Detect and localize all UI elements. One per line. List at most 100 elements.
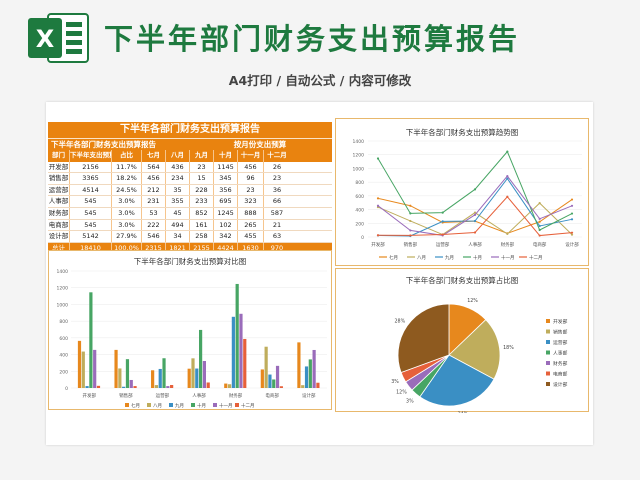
legend-swatch bbox=[546, 319, 550, 323]
table-cell[interactable]: 11.7% bbox=[112, 161, 142, 173]
table-cell[interactable]: 4424 bbox=[214, 242, 238, 255]
legend-swatch bbox=[546, 350, 550, 355]
table-cell[interactable]: 228 bbox=[190, 184, 214, 196]
y-tick-label: 0 bbox=[361, 235, 364, 241]
table-cell[interactable]: 545 bbox=[70, 219, 112, 231]
table-cell[interactable]: 1630 bbox=[238, 242, 264, 255]
table-cell[interactable]: 345 bbox=[214, 173, 238, 184]
table-cell[interactable]: 九月 bbox=[190, 150, 214, 162]
table-cell[interactable]: 设计部 bbox=[48, 231, 70, 242]
table-cell[interactable]: 2155 bbox=[190, 242, 214, 255]
table-cell[interactable]: 852 bbox=[190, 207, 214, 219]
table-cell[interactable]: 3.0% bbox=[112, 196, 142, 207]
table-cell[interactable]: 下半年支出预算 bbox=[70, 150, 112, 162]
table-cell[interactable]: 102 bbox=[214, 219, 238, 231]
table-cell[interactable]: 23 bbox=[238, 184, 264, 196]
table-cell[interactable]: 100.0% bbox=[112, 242, 142, 255]
page-title: 下半年部门财务支出预算报告 bbox=[104, 22, 521, 56]
table-total-row: 总计 18410 100.0% 2315 1821 2155 4424 1630 970 bbox=[48, 242, 332, 255]
table-cell[interactable]: 电商部 bbox=[48, 219, 70, 231]
table-cell[interactable]: 161 bbox=[190, 219, 214, 231]
table-cell[interactable]: 18410 bbox=[70, 242, 112, 255]
table-body: 部门 下半年支出预算 占比 七月 八月 九月 十月 十一月 十二月开发部 2156 11.7% 564… bbox=[48, 150, 332, 255]
table-cell[interactable]: 24.5% bbox=[112, 184, 142, 196]
line-point bbox=[409, 229, 412, 232]
table-cell[interactable]: 96 bbox=[238, 173, 264, 184]
table-cell[interactable]: 45 bbox=[166, 207, 190, 219]
table-cell[interactable]: 53 bbox=[142, 207, 166, 219]
table-cell[interactable]: 15 bbox=[190, 173, 214, 184]
table-cell[interactable]: 545 bbox=[70, 207, 112, 219]
table-cell[interactable]: 436 bbox=[166, 161, 190, 173]
table-cell[interactable]: 3.0% bbox=[112, 207, 142, 219]
table-cell[interactable]: 258 bbox=[190, 231, 214, 242]
table-cell[interactable]: 587 bbox=[270, 208, 284, 217]
bar bbox=[312, 349, 316, 388]
table-cell[interactable]: 355 bbox=[166, 196, 190, 207]
line-point bbox=[506, 175, 509, 178]
table-cell[interactable]: 3365 bbox=[70, 173, 112, 184]
table-cell[interactable]: 212 bbox=[142, 184, 166, 196]
table-cell[interactable]: 21 bbox=[272, 220, 282, 229]
table-cell[interactable]: 546 bbox=[142, 231, 166, 242]
table-cell[interactable]: 1245 bbox=[214, 207, 238, 219]
table-cell[interactable]: 545 bbox=[70, 196, 112, 207]
table-cell[interactable]: 234 bbox=[166, 173, 190, 184]
bar bbox=[239, 313, 243, 388]
table-cell[interactable]: 八月 bbox=[166, 150, 190, 162]
table-cell[interactable]: 695 bbox=[214, 196, 238, 207]
table-cell[interactable]: 233 bbox=[190, 196, 214, 207]
table-cell[interactable]: 1145 bbox=[214, 161, 238, 173]
table-cell[interactable]: 23 bbox=[190, 161, 214, 173]
table-cell[interactable]: 222 bbox=[142, 219, 166, 231]
table-cell[interactable]: 63 bbox=[272, 232, 282, 241]
table-cell[interactable]: 5142 bbox=[70, 231, 112, 242]
table-cell[interactable]: 十一月 bbox=[238, 150, 264, 162]
table-cell[interactable]: 66 bbox=[272, 197, 282, 206]
table-cell[interactable]: 36 bbox=[272, 185, 282, 194]
table-cell[interactable]: 564 bbox=[142, 161, 166, 173]
table-cell[interactable]: 888 bbox=[238, 207, 264, 219]
table-cell[interactable]: 456 bbox=[238, 161, 264, 173]
table-row: 人事部 545 3.0% 231 355 233 695 323 66 bbox=[48, 196, 332, 208]
table-cell[interactable]: 开发部 bbox=[48, 161, 70, 173]
table-cell[interactable]: 销售部 bbox=[48, 173, 70, 184]
line-point bbox=[506, 195, 509, 198]
legend-label: 十月 bbox=[473, 254, 482, 261]
table-cell[interactable]: 456 bbox=[142, 173, 166, 184]
table-cell[interactable]: 1821 bbox=[166, 242, 190, 255]
pie-data-label: 12% bbox=[467, 298, 478, 304]
table-cell[interactable]: 十二月 bbox=[267, 151, 287, 159]
table-cell[interactable]: 970 bbox=[270, 243, 284, 252]
table-cell[interactable]: 财务部 bbox=[48, 207, 70, 219]
table-cell[interactable]: 占比 bbox=[112, 150, 142, 162]
table-cell[interactable]: 265 bbox=[238, 219, 264, 231]
table-cell[interactable]: 494 bbox=[166, 219, 190, 231]
table-cell[interactable]: 2315 bbox=[142, 242, 166, 255]
table-cell[interactable]: 运营部 bbox=[48, 184, 70, 196]
table-cell[interactable]: 4514 bbox=[70, 184, 112, 196]
table-cell[interactable]: 人事部 bbox=[48, 196, 70, 207]
table-cell[interactable]: 323 bbox=[238, 196, 264, 207]
table-cell[interactable]: 3.0% bbox=[112, 219, 142, 231]
table-cell[interactable]: 26 bbox=[272, 162, 282, 171]
table-cell[interactable]: 356 bbox=[214, 184, 238, 196]
table-cell[interactable]: 231 bbox=[142, 196, 166, 207]
y-tick-label: 800 bbox=[355, 180, 364, 186]
table-cell[interactable]: 34 bbox=[166, 231, 190, 242]
table-cell[interactable]: 23 bbox=[272, 174, 282, 183]
table-cell[interactable]: 35 bbox=[166, 184, 190, 196]
bar bbox=[158, 368, 162, 388]
table-cell[interactable]: 十月 bbox=[214, 150, 238, 162]
table-cell[interactable]: 455 bbox=[238, 231, 264, 242]
legend-label: 人事部 bbox=[553, 350, 568, 357]
table-cell[interactable]: 18.2% bbox=[112, 173, 142, 184]
table-cell[interactable]: 27.9% bbox=[112, 231, 142, 242]
table-cell[interactable]: 部门 bbox=[48, 150, 70, 162]
table-cell[interactable]: 总计 bbox=[48, 242, 70, 255]
pie-data-label: 3% bbox=[406, 398, 414, 404]
table-cell[interactable]: 2156 bbox=[70, 161, 112, 173]
budget-table: 下半年各部门财务支出预算报告 下半年各部门财务支出预算报告 按月份支出预算 部门… bbox=[48, 122, 332, 255]
table-cell[interactable]: 七月 bbox=[142, 150, 166, 162]
table-cell[interactable]: 342 bbox=[214, 231, 238, 242]
